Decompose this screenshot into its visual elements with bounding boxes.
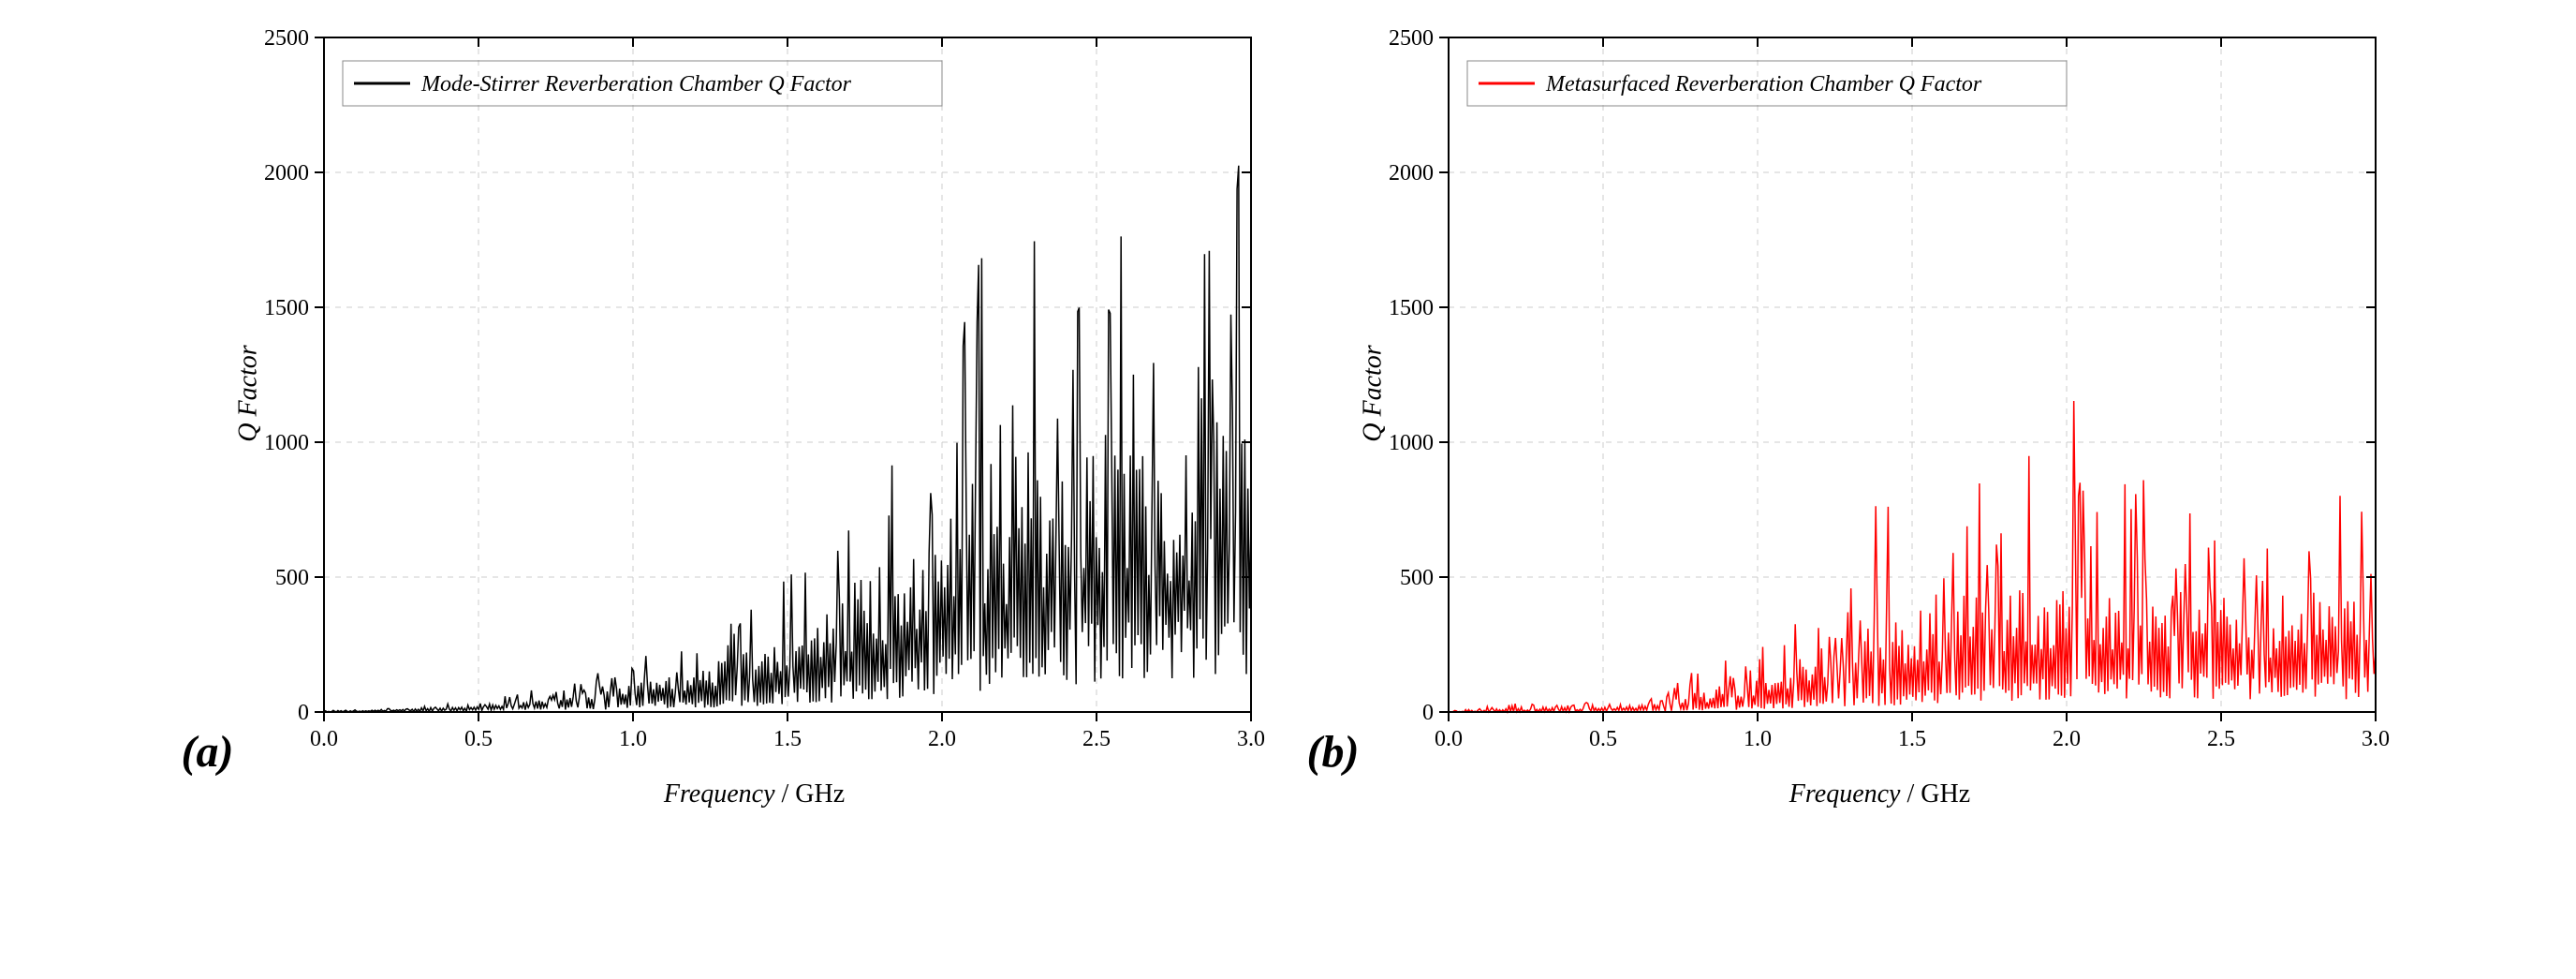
xtick-label: 2.5 — [2207, 727, 2235, 751]
ylabel: Q Factor — [1359, 345, 1389, 441]
ytick-label: 500 — [275, 566, 309, 590]
xtick-label: 0.0 — [310, 727, 338, 751]
chart-b: 0.0 0.5 1.0 1.5 2.0 2.5 3.0 0 500 1000 1500 2000 250… — [1364, 19, 2394, 768]
ytick-label: 1500 — [1389, 296, 1434, 320]
ytick-label: 1000 — [1389, 431, 1434, 455]
xlabel: Frequency / GHz — [664, 779, 845, 809]
xtick-label: 0.0 — [1435, 727, 1463, 751]
xlabel: Frequency / GHz — [1789, 779, 1970, 809]
panel-label: (a) — [182, 726, 234, 778]
chart-wrap-b: 0.0 0.5 1.0 1.5 2.0 2.5 3.0 0 500 1000 1500 2000 250… — [1364, 19, 2394, 768]
ytick-label: 500 — [1400, 566, 1434, 590]
chart-a: 0.0 0.5 1.0 1.5 2.0 2.5 3.0 0 500 1000 1500 2000 250… — [240, 19, 1270, 768]
xtick-label: 2.0 — [928, 727, 956, 751]
ytick-label: 2500 — [264, 26, 309, 51]
ytick-label: 1500 — [264, 296, 309, 320]
xtick-label: 3.0 — [2362, 727, 2390, 751]
xlabel-unit: / GHz — [775, 779, 846, 808]
xtick-label: 1.5 — [1898, 727, 1926, 751]
xtick-label: 1.5 — [773, 727, 802, 751]
ylabel: Q Factor — [233, 345, 263, 441]
ytick-label: 0 — [298, 701, 309, 725]
legend-text: Metasurfaced Reverberation Chamber Q Fac… — [1545, 72, 1982, 96]
panel-a: (a)0.00.51.01.52.02.53.00500100015002000… — [182, 19, 1270, 768]
xlabel-italic: Frequency — [664, 779, 775, 808]
panel-b: (b)0.00.51.01.52.02.53.00500100015002000… — [1307, 19, 2395, 768]
ytick-label: 2000 — [1389, 161, 1434, 185]
legend-text: Mode-Stirrer Reverberation Chamber Q Fac… — [420, 72, 852, 96]
xtick-label: 3.0 — [1237, 727, 1265, 751]
xlabel-unit: / GHz — [1900, 779, 1970, 808]
xtick-label: 2.0 — [2053, 727, 2081, 751]
panel-label: (b) — [1307, 726, 1360, 778]
ytick-label: 0 — [1422, 701, 1434, 725]
figure-container: (a)0.00.51.01.52.02.53.00500100015002000… — [19, 19, 2557, 768]
xlabel-italic: Frequency — [1789, 779, 1901, 808]
ytick-label: 2500 — [1389, 26, 1434, 51]
xtick-label: 2.5 — [1082, 727, 1111, 751]
ytick-label: 1000 — [264, 431, 309, 455]
xtick-label: 1.0 — [1744, 727, 1772, 751]
xtick-label: 0.5 — [1589, 727, 1617, 751]
ytick-label: 2000 — [264, 161, 309, 185]
xtick-label: 1.0 — [619, 727, 647, 751]
xtick-label: 0.5 — [464, 727, 493, 751]
chart-wrap-a: 0.0 0.5 1.0 1.5 2.0 2.5 3.0 0 500 1000 1500 2000 250… — [240, 19, 1270, 768]
